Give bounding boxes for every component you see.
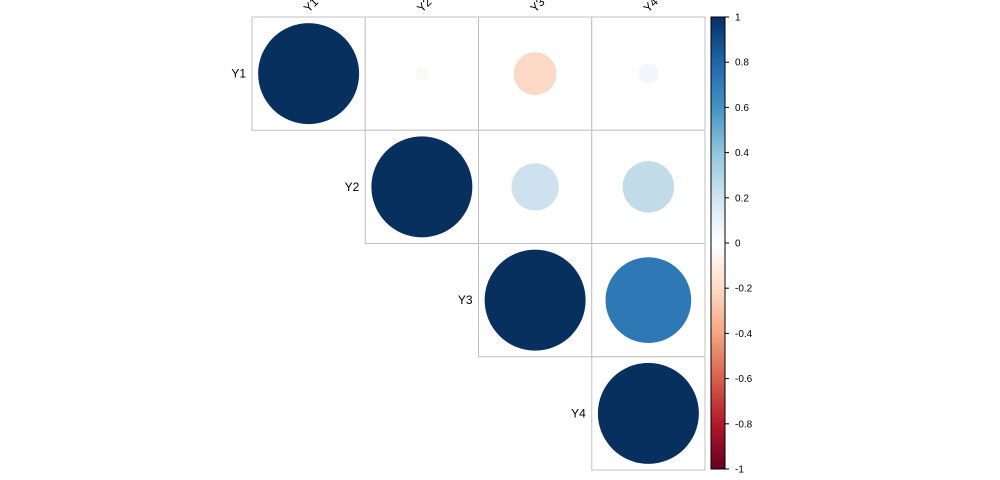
colorbar-tick-label: 0.2 [735,193,749,204]
correlation-cells [251,16,706,471]
row-labels: Y1 Y2 Y3 Y4 [231,67,586,421]
column-labels: Y1 Y2 Y3 Y4 [301,0,661,15]
correlation-circle [258,23,360,125]
colorbar-tick-label: -0.6 [735,374,753,385]
row-label-y1: Y1 [231,67,246,81]
colorbar-tick-label: -1 [735,465,744,476]
colorbar-tick-label: 0 [735,239,741,250]
correlation-circle [511,163,559,211]
row-label-y4: Y4 [571,406,586,420]
correlation-circle [622,161,675,213]
colorbar-tick-label: -0.4 [735,329,753,340]
colorbar-gradient [710,16,726,470]
colorbar-tick-label: 1 [735,13,741,24]
column-label-y4: Y4 [641,0,662,15]
row-label-y3: Y3 [458,293,473,307]
correlation-circle [484,249,586,351]
column-label-y3: Y3 [527,0,548,15]
colorbar-ticks: 1 0.8 0.6 0.4 0.2 0 -0.2 -0.4 -0.6 -0.8 -1 [725,13,753,476]
correlation-circle [597,362,699,464]
correlation-circle [513,52,557,96]
column-label-y2: Y2 [414,0,435,15]
colorbar-tick-label: 0.4 [735,148,749,159]
correlation-circle [414,66,430,81]
correlation-circle [605,257,692,343]
correlation-circle [638,63,659,84]
colorbar-tick-label: 0.6 [735,103,749,114]
row-label-y2: Y2 [345,180,360,194]
colorbar-tick-label: -0.8 [735,419,753,430]
colorbar-tick-label: -0.2 [735,284,753,295]
correlation-circle [371,136,473,238]
colorbar-tick-label: 0.8 [735,58,749,69]
colorbar-legend: 1 0.8 0.6 0.4 0.2 0 -0.2 -0.4 -0.6 -0.8 -1 [710,13,753,476]
column-label-y1: Y1 [301,0,322,15]
